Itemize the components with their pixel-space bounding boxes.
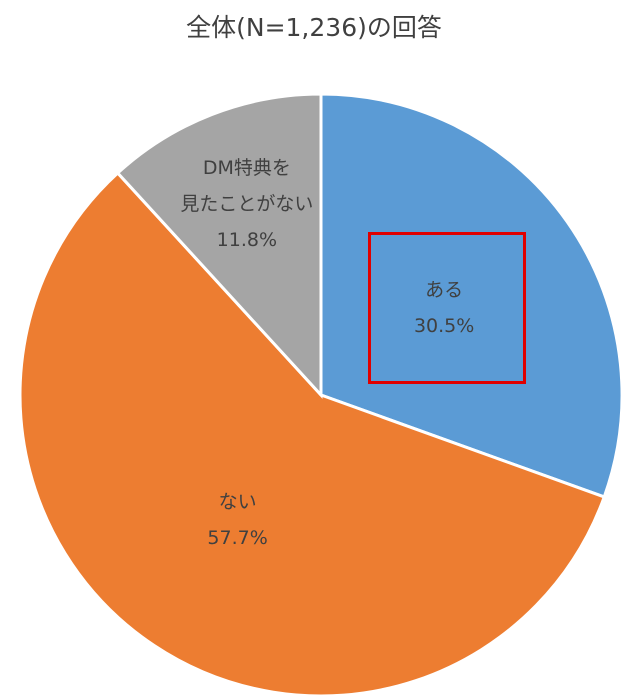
category-label: DM特典を 見たことがない [180, 157, 314, 216]
slice-label: ない 57.7% [207, 484, 267, 556]
value-label: 57.7% [207, 527, 268, 550]
pie-slice [18, 170, 607, 698]
chart-title: 全体(N=1,236)の回答 [186, 13, 442, 42]
category-label: ある [425, 279, 464, 302]
pie-slice [115, 92, 323, 399]
slice-label: ある 30.5% [414, 272, 474, 344]
highlight-box [368, 232, 526, 384]
value-label: 11.8% [216, 229, 278, 252]
slice-label: DM特典を 見たことがない 11.8% [180, 150, 313, 258]
pie-slice [319, 92, 624, 499]
category-label: ない [218, 491, 257, 514]
value-label: 30.5% [413, 315, 475, 338]
